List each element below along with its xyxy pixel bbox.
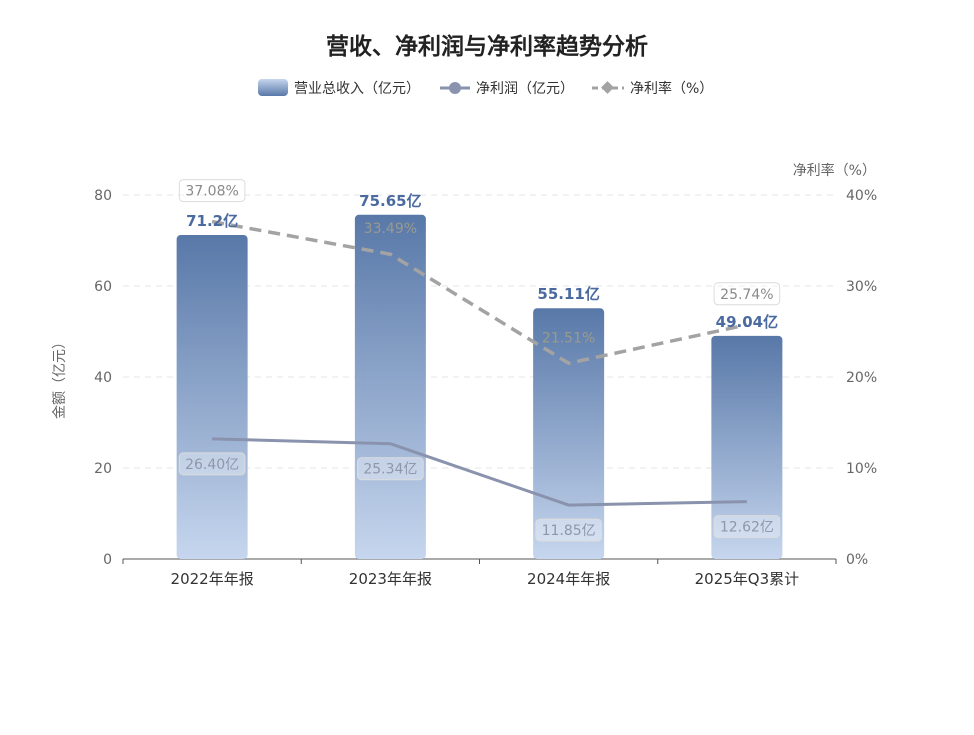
profit-data-label: 25.34亿 <box>357 457 424 481</box>
revenue-bar <box>533 308 605 559</box>
y-tick-label: 60 <box>94 279 112 295</box>
y2-tick-label: 10% <box>846 461 877 477</box>
profit-data-label-text: 12.62亿 <box>720 520 774 536</box>
revenue-data-label: 71.2亿 <box>186 212 238 230</box>
revenue-data-label: 55.11亿 <box>537 285 599 303</box>
margin-data-label: 33.49% <box>364 221 417 237</box>
right-axis-title: 净利率（%） <box>793 162 876 179</box>
legend-revenue-label: 营业总收入（亿元） <box>294 81 420 97</box>
y-tick-label: 40 <box>94 370 112 386</box>
x-tick-label: 2024年年报 <box>527 570 610 588</box>
legend-margin-marker <box>601 81 614 94</box>
lines <box>211 219 748 507</box>
revenue-data-label: 49.04亿 <box>716 313 778 331</box>
data-labels: 26.40亿 25.34亿 11.85亿 12.62亿 37.08% 33.49% 21.5… <box>178 179 781 542</box>
profit-data-label-box <box>357 457 424 481</box>
x-tick-label: 2022年年报 <box>171 570 254 588</box>
y2-tick-label: 40% <box>846 188 877 204</box>
left-axis-title: 金额（亿元） <box>52 335 68 419</box>
profit-data-label: 12.62亿 <box>713 515 781 539</box>
y2-tick-label: 0% <box>846 552 868 568</box>
legend-revenue-swatch <box>258 79 288 96</box>
margin-data-label: 25.74% <box>713 282 781 306</box>
profit-data-label: 26.40亿 <box>178 452 246 476</box>
profit-data-label-text: 11.85亿 <box>542 523 596 539</box>
legend-profit-marker <box>449 82 461 94</box>
profit-line <box>212 437 747 507</box>
margin-data-label-box <box>713 282 781 306</box>
profit-data-label: 11.85亿 <box>535 518 602 542</box>
margin-line <box>211 219 748 366</box>
x-tick-label: 2023年年报 <box>349 570 432 588</box>
x-tick-label: 2025年Q3累计 <box>695 570 800 588</box>
revenue-bar <box>176 235 248 560</box>
profit-data-label-box <box>178 452 246 476</box>
profit-data-label-box <box>535 518 602 542</box>
profit-data-label-box <box>713 515 781 539</box>
chart-title: 营收、净利润与净利率趋势分析 <box>326 33 648 60</box>
y-tick-label: 0 <box>103 552 112 568</box>
y2-tick-label: 20% <box>846 370 877 386</box>
legend-profit-label: 净利润（亿元） <box>476 81 574 97</box>
profit-data-label-text: 25.34亿 <box>363 462 417 478</box>
margin-data-label-box <box>178 179 246 203</box>
legend-margin-label: 净利率（%） <box>630 80 713 97</box>
revenue-data-label: 75.65亿 <box>359 192 421 210</box>
margin-data-label-text: 37.08% <box>185 184 238 200</box>
margin-data-label: 37.08% <box>178 179 246 203</box>
y2-tick-label: 30% <box>846 279 877 295</box>
profit-data-label-text: 26.40亿 <box>185 457 239 473</box>
bars <box>176 214 783 560</box>
revenue-bar <box>354 214 426 560</box>
axes: 净利率（%） 金额（亿元） 0 0% 20 10% 40 20% 60 30% 80 40% 202… <box>52 162 877 588</box>
legend: 营业总收入（亿元） 净利润（亿元） 净利率（%） <box>258 79 713 97</box>
margin-data-label-text: 25.74% <box>720 287 773 303</box>
y-tick-label: 80 <box>94 188 112 204</box>
y-tick-label: 20 <box>94 461 112 477</box>
margin-data-label: 21.51% <box>542 330 595 346</box>
